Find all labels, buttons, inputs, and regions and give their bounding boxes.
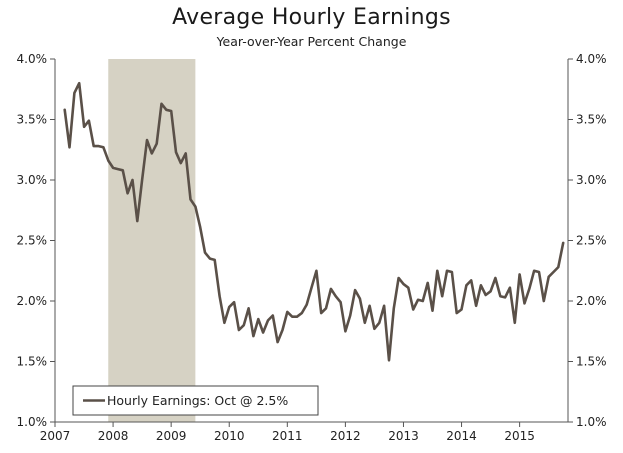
chart-subtitle: Year-over-Year Percent Change — [216, 34, 407, 49]
y-tick-label-left: 1.0% — [17, 415, 48, 429]
recession-band — [108, 59, 196, 422]
series-line — [63, 81, 565, 362]
y-tick-label-right: 2.0% — [576, 294, 607, 308]
y-tick-label-left: 4.0% — [17, 52, 48, 66]
legend-label: Hourly Earnings: Oct @ 2.5% — [107, 393, 288, 408]
x-tick-label: 2007 — [40, 429, 71, 443]
y-tick-label-left: 1.5% — [17, 355, 48, 369]
y-tick-label-left: 2.5% — [17, 234, 48, 248]
y-tick-label-right: 2.5% — [576, 234, 607, 248]
y-tick-label-left: 3.5% — [17, 113, 48, 127]
x-tick-label: 2013 — [388, 429, 419, 443]
x-tick-label: 2015 — [504, 429, 535, 443]
legend-box — [72, 385, 319, 416]
x-tick-label: 2012 — [330, 429, 361, 443]
x-tick-label: 2010 — [214, 429, 245, 443]
y-tick-label-right: 3.0% — [576, 173, 607, 187]
x-tick-label: 2008 — [98, 429, 129, 443]
x-tick-label: 2011 — [272, 429, 303, 443]
x-tick-label: 2014 — [446, 429, 477, 443]
y-tick-label-left: 3.0% — [17, 173, 48, 187]
y-tick-label-right: 1.0% — [576, 415, 607, 429]
y-tick-label-right: 1.5% — [576, 355, 607, 369]
x-tick-label: 2009 — [156, 429, 187, 443]
chart-title: Average Hourly Earnings — [172, 5, 451, 30]
y-tick-label-left: 2.0% — [17, 294, 48, 308]
y-tick-label-right: 4.0% — [576, 52, 607, 66]
y-tick-label-right: 3.5% — [576, 113, 607, 127]
